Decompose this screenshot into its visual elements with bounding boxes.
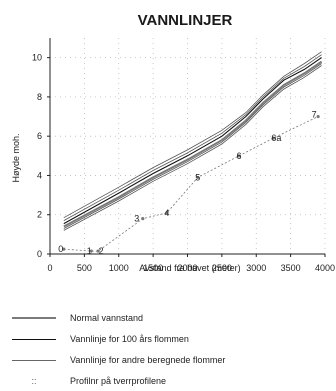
- legend-label-100yr: Vannlinje for 100 års flommen: [70, 333, 189, 344]
- profile-point: [89, 249, 93, 253]
- legend-swatch-normal: [12, 313, 56, 323]
- x-tick-label: 1000: [109, 263, 129, 273]
- profile-label: 5: [195, 172, 200, 182]
- y-tick-label: 0: [37, 249, 42, 259]
- series-line-100yr: [63, 57, 322, 225]
- chart-title: VANNLINJER: [138, 12, 233, 29]
- x-tick-label: 3500: [281, 263, 301, 273]
- legend-swatch-other: [12, 355, 56, 365]
- y-tick-label: 10: [32, 53, 42, 63]
- legend-item-100yr: Vannlinje for 100 års flommen: [12, 328, 332, 349]
- profile-label: 2: [99, 246, 104, 256]
- legend-label-other: Vannlinje for andre beregnede flommer: [70, 354, 226, 365]
- series-line-other-flood: [63, 51, 322, 219]
- series-line-other-flood: [63, 63, 322, 229]
- x-tick-label: 1500: [143, 263, 163, 273]
- axes: [47, 38, 326, 257]
- series-line-normal: [63, 60, 323, 228]
- profile-point: [62, 247, 66, 251]
- profile-point: [96, 249, 100, 253]
- legend-item-normal: Normal vannstand: [12, 307, 332, 328]
- profile-label: 1: [87, 246, 92, 256]
- series-line-other-flood: [63, 65, 322, 231]
- y-tick-label: 2: [37, 210, 42, 220]
- profile-point: [196, 175, 200, 180]
- x-axis-label: Avstand fra havet (meter): [139, 263, 240, 273]
- legend-item-other: Vannlinje for andre beregnede flommer: [12, 349, 332, 370]
- profile-connector: [63, 116, 319, 252]
- x-tick-label: 2500: [212, 263, 232, 273]
- profile-label: 4: [164, 208, 169, 218]
- profile-point: [316, 114, 320, 119]
- profile-label: 6a: [271, 133, 281, 143]
- profile-point: [271, 136, 276, 140]
- profile-label: 3: [134, 214, 139, 224]
- profile-label: 7: [312, 110, 317, 120]
- legend-label-normal: Normal vannstand: [70, 312, 144, 323]
- legend-symbol-profiles: ::: [31, 375, 37, 386]
- series-line-other-flood: [63, 54, 322, 221]
- y-tick-label: 8: [37, 92, 42, 102]
- legend-swatch-100yr: [12, 334, 56, 344]
- y-tick-label: 6: [37, 131, 42, 141]
- profile-point: [141, 217, 145, 221]
- profile-point: [237, 154, 241, 158]
- profile-point: [165, 211, 169, 215]
- legend: Normal vannstand Vannlinje for 100 års f…: [12, 307, 332, 391]
- chart-svg: VANNLINJER 0 500 1000 1500 2000 2500 3000 3500 4…: [11, 12, 335, 273]
- profile-label: 0: [58, 244, 63, 254]
- profile-label: 6: [237, 151, 242, 161]
- x-tick-label: 2000: [177, 263, 197, 273]
- x-tick-label: 4000: [315, 263, 335, 273]
- y-axis-label: Høyde moh.: [11, 133, 21, 182]
- grid: [50, 38, 326, 254]
- series-lines: [63, 51, 323, 231]
- x-tick-label: 500: [77, 263, 92, 273]
- profile-points: 0 1 2 3 4 5 6 6a 7: [58, 110, 320, 256]
- x-tick-label: 0: [47, 263, 52, 273]
- y-tick-label: 4: [37, 170, 42, 180]
- legend-item-profiles: :: Profilnr på tverrprofilene: [12, 370, 332, 391]
- x-tick-label: 3000: [246, 263, 266, 273]
- legend-label-profiles: Profilnr på tverrprofilene: [70, 375, 167, 386]
